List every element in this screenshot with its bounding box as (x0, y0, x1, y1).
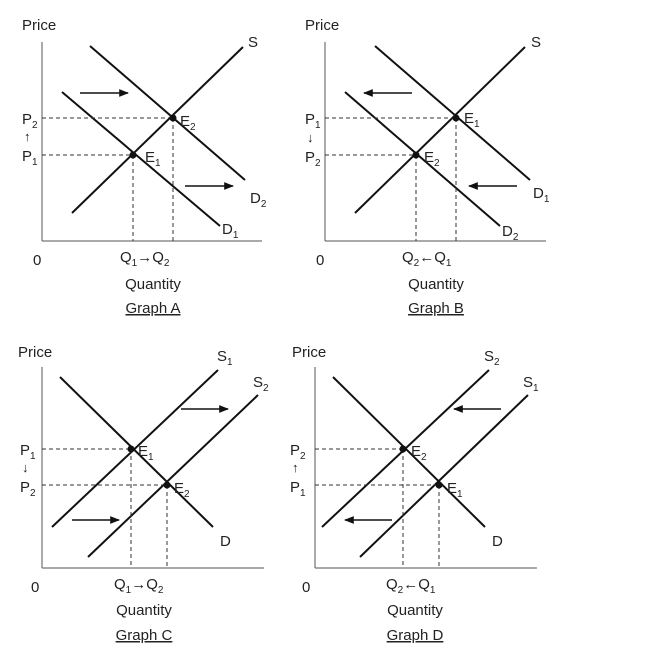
graph-c-origin: 0 (31, 579, 39, 596)
graph-b-label-d2: D2 (502, 223, 519, 243)
graph-d-demand-curve (332, 376, 486, 528)
graph-a-title: Graph A (125, 300, 180, 317)
graph-d-label-e-upper: E2 (411, 443, 427, 463)
graph-d-label-e-lower: E1 (447, 480, 463, 500)
graph-a-supply-curve (71, 46, 244, 214)
graph-a: Price 0 S D2 D1 E2 E1 P2 ↑ P1 Q1→Q2 Quan… (22, 17, 267, 317)
graph-c-supply-curve-s1 (51, 369, 219, 528)
graph-c-label-d: D (220, 533, 231, 550)
graph-d-quantity-labels: Q2←Q1 (386, 576, 436, 596)
graph-b-price-lower: P2 (305, 149, 321, 169)
graph-d-label-d: D (492, 533, 503, 550)
graph-b-label-e-lower: E2 (424, 149, 440, 169)
graph-c-y-axis-label: Price (18, 344, 52, 361)
graph-a-label-s: S (248, 34, 258, 51)
graph-a-y-axis-label: Price (22, 17, 56, 34)
graph-c-label-e-upper: E1 (138, 443, 154, 463)
graph-c-demand-curve (59, 376, 214, 528)
graph-a-label-d1: D1 (222, 221, 239, 241)
graph-c-equilibrium-dot-lower (163, 481, 171, 489)
graph-d-price-upper: P2 (290, 442, 306, 462)
graph-b-demand-curve-d1 (374, 45, 531, 181)
graph-a-origin: 0 (33, 252, 41, 269)
graph-b-origin: 0 (316, 252, 324, 269)
graph-b: Price 0 S D1 D2 E1 E2 P1 ↓ P2 Q2←Q1 Quan… (305, 17, 550, 317)
graph-b-price-arrow: ↓ (307, 130, 314, 145)
graph-b-supply-curve (354, 46, 526, 214)
graph-b-label-s: S (531, 34, 541, 51)
graph-b-y-axis-label: Price (305, 17, 339, 34)
graph-d-price-arrow: ↑ (292, 460, 299, 475)
graph-b-title: Graph B (408, 300, 464, 317)
graph-d-origin: 0 (302, 579, 310, 596)
graph-b-label-d1: D1 (533, 185, 550, 205)
graph-c: Price 0 S1 S2 D E1 E2 P1 ↓ P2 Q1→Q2 Quan… (18, 344, 269, 644)
graph-a-equilibrium-dot-lower (129, 151, 137, 159)
graph-c-label-s2: S2 (253, 374, 269, 394)
graph-c-supply-curve-s2 (87, 394, 259, 558)
graph-a-label-e-lower: E1 (145, 149, 161, 169)
graph-b-equilibrium-dot-upper (452, 114, 460, 122)
graph-b-equilibrium-dot-lower (412, 151, 420, 159)
graph-a-label-e-upper: E2 (180, 113, 196, 133)
graph-d-price-lower: P1 (290, 479, 306, 499)
graph-a-price-arrow: ↑ (24, 129, 31, 144)
graph-d-label-s2: S2 (484, 348, 500, 368)
graph-b-quantity-labels: Q2←Q1 (402, 249, 452, 269)
graph-d-label-s1: S1 (523, 374, 539, 394)
graph-c-price-lower: P2 (20, 479, 36, 499)
graph-d-title: Graph D (387, 627, 444, 644)
graph-b-demand-curve-d2 (344, 91, 501, 227)
graph-c-price-upper: P1 (20, 442, 36, 462)
graph-d-x-axis-label: Quantity (387, 602, 443, 619)
graph-c-label-e-lower: E2 (174, 480, 190, 500)
graph-c-price-arrow: ↓ (22, 460, 29, 475)
graph-a-price-upper: P2 (22, 111, 38, 131)
graph-a-equilibrium-dot-upper (169, 114, 177, 122)
graph-a-demand-curve-d1 (61, 91, 221, 227)
graph-d: Price 0 S2 S1 D E2 E1 P2 ↑ P1 Q2←Q1 Quan… (290, 344, 539, 644)
graph-d-supply-curve-s1 (359, 394, 529, 558)
graph-c-label-s1: S1 (217, 348, 233, 368)
graph-a-label-d2: D2 (250, 190, 267, 210)
graph-c-quantity-labels: Q1→Q2 (114, 576, 164, 596)
graph-c-equilibrium-dot-upper (127, 445, 135, 453)
graph-d-equilibrium-dot-lower (435, 481, 443, 489)
graph-b-label-e-upper: E1 (464, 110, 480, 130)
graph-c-x-axis-label: Quantity (116, 602, 172, 619)
graph-a-demand-curve-d2 (89, 45, 246, 181)
graph-c-title: Graph C (116, 627, 173, 644)
graph-d-equilibrium-dot-upper (399, 445, 407, 453)
graph-a-x-axis-label: Quantity (125, 276, 181, 293)
graph-a-quantity-labels: Q1→Q2 (120, 249, 170, 269)
graph-b-x-axis-label: Quantity (408, 276, 464, 293)
graph-d-y-axis-label: Price (292, 344, 326, 361)
graph-a-price-lower: P1 (22, 148, 38, 168)
graph-b-price-upper: P1 (305, 111, 321, 131)
